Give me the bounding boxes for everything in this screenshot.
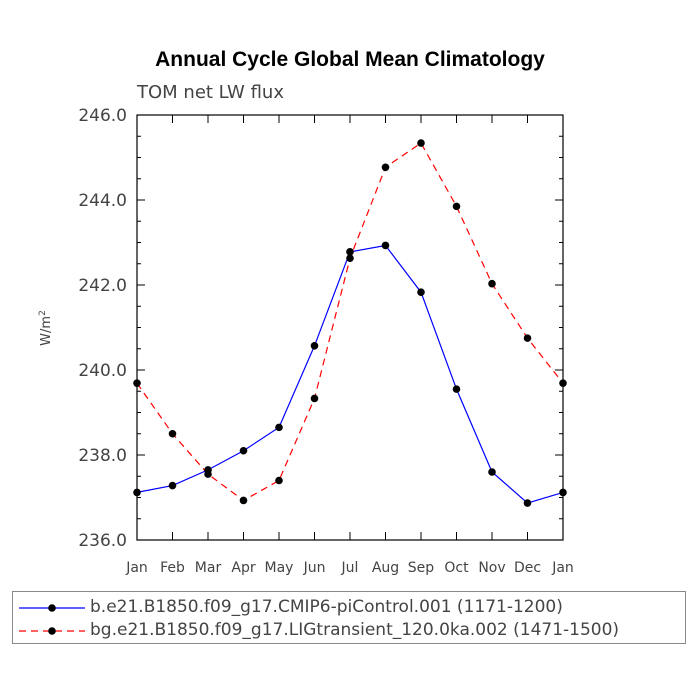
x-tick-label: Aug — [372, 560, 399, 576]
data-point-series-0 — [417, 288, 425, 297]
y-tick-label: 240.0 — [78, 361, 127, 381]
data-point-series-1 — [523, 334, 532, 342]
data-point-series-0 — [168, 481, 177, 490]
x-tick-label: Jan — [551, 560, 574, 576]
x-tick-label: Jun — [303, 560, 326, 576]
chart-title: Annual Cycle Global Mean Climatology — [155, 48, 545, 71]
x-tick-label: Sep — [408, 560, 435, 576]
data-point-series-0 — [523, 499, 532, 507]
data-point-series-0 — [346, 248, 354, 256]
y-axis-label: W/m2 — [38, 310, 54, 346]
x-tick-label: May — [265, 560, 294, 576]
data-point-series-1 — [346, 254, 354, 263]
y-axis-label-text: W/m2 — [38, 310, 54, 346]
data-point-series-0 — [452, 385, 461, 393]
x-tick-label: Jan — [125, 560, 148, 576]
series-line-0 — [136, 244, 564, 504]
x-tick-label: Feb — [160, 560, 185, 576]
data-point-series-1 — [204, 470, 212, 478]
x-tick-label: Dec — [514, 560, 541, 576]
plot-series — [133, 139, 567, 507]
x-tick-label: Nov — [478, 560, 505, 576]
data-point-series-1 — [310, 394, 319, 403]
data-point-series-1 — [381, 163, 390, 172]
legend-label-ligtransient: bg.e21.B1850.f09_g17.LIGtransient_120.0k… — [90, 620, 620, 640]
data-point-series-0 — [488, 468, 496, 476]
data-point-series-1 — [168, 429, 177, 438]
legend-entry-picontrol: b.e21.B1850.f09_g17.CMIP6-piControl.001 … — [13, 597, 685, 619]
data-point-series-1 — [452, 202, 461, 211]
x-tick-label: Oct — [444, 560, 469, 576]
legend: b.e21.B1850.f09_g17.CMIP6-piControl.001 … — [12, 591, 686, 644]
y-tick-label: 242.0 — [78, 276, 127, 296]
legend-label-picontrol: b.e21.B1850.f09_g17.CMIP6-piControl.001 … — [90, 597, 563, 617]
plot-axes: 236.0 238.0 240.0 242.0 244.0 246.0 Jan Feb Mar A… — [78, 106, 573, 576]
x-tick-label: Mar — [195, 560, 222, 576]
y-tick-label: 244.0 — [78, 191, 127, 211]
legend-entry-ligtransient: bg.e21.B1850.f09_g17.LIGtransient_120.0k… — [13, 620, 685, 642]
series-line-1 — [136, 142, 564, 502]
x-tick-label: Jul — [341, 560, 359, 576]
chart-subtitle: TOM net LW flux — [137, 82, 284, 103]
y-tick-label: 236.0 — [78, 531, 127, 551]
data-point-series-0 — [275, 423, 283, 432]
data-point-series-0 — [310, 341, 319, 350]
data-point-series-0 — [133, 488, 141, 497]
data-point-series-1 — [239, 496, 248, 505]
legend-sample-red-dashed — [19, 627, 85, 635]
data-point-series-1 — [275, 476, 283, 485]
data-point-series-0 — [239, 446, 248, 455]
data-point-series-1 — [133, 379, 141, 387]
x-tick-label: Apr — [231, 560, 255, 576]
y-tick-label: 238.0 — [78, 446, 127, 466]
data-point-series-1 — [559, 379, 567, 387]
data-point-series-0 — [381, 241, 390, 250]
data-point-series-1 — [417, 139, 425, 147]
legend-sample-blue-solid — [19, 604, 85, 612]
data-point-series-0 — [559, 488, 567, 497]
y-tick-label: 246.0 — [78, 106, 127, 126]
plot-frame — [136, 114, 564, 541]
data-point-series-1 — [488, 279, 496, 288]
